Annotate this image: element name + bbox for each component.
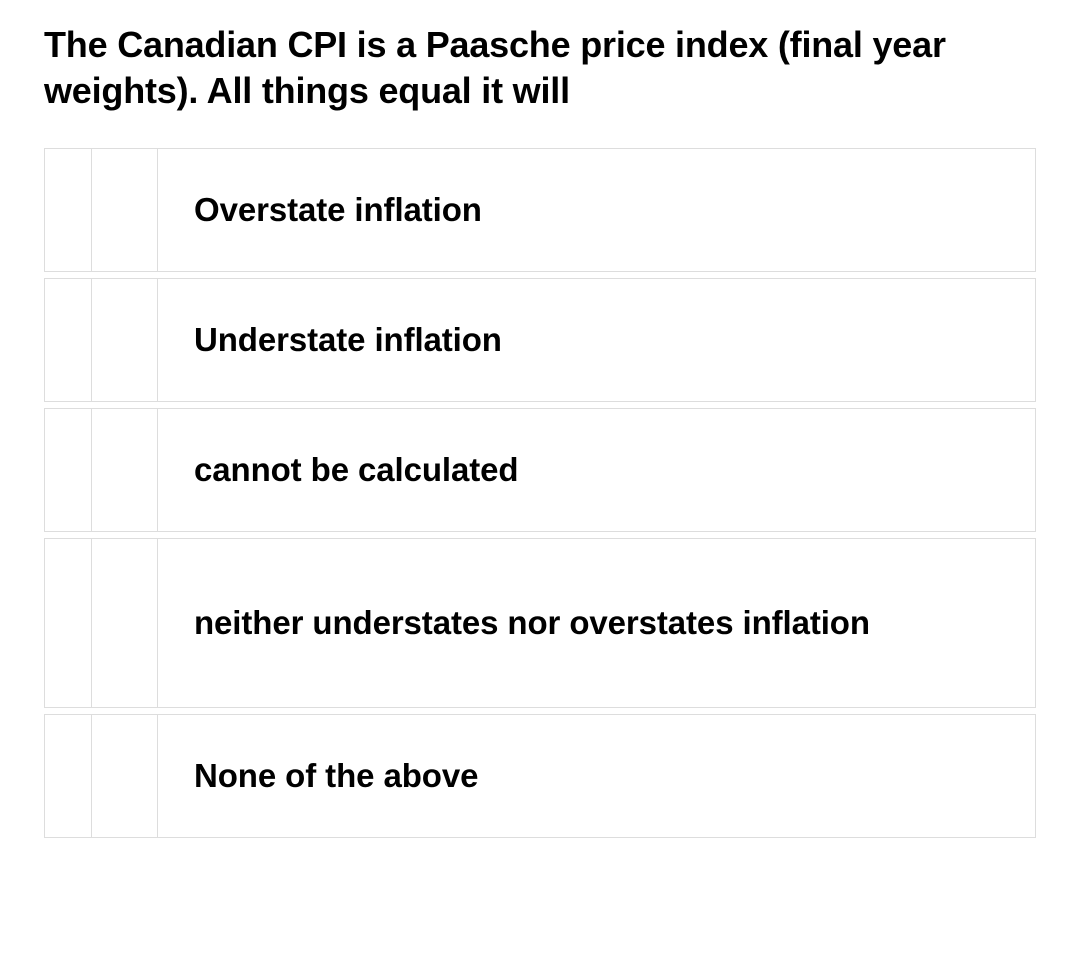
option-radio-cell[interactable]: [92, 148, 158, 272]
option-radio-cell[interactable]: [92, 408, 158, 532]
question-stem: The Canadian CPI is a Paasche price inde…: [44, 22, 1036, 114]
drag-handle[interactable]: [44, 148, 92, 272]
option-text-cell: cannot be calculated: [158, 408, 1036, 532]
option-radio-cell[interactable]: [92, 714, 158, 838]
answer-option[interactable]: None of the above: [44, 714, 1036, 838]
option-label: cannot be calculated: [194, 448, 518, 493]
answer-option[interactable]: Overstate inflation: [44, 148, 1036, 272]
question-block: The Canadian CPI is a Paasche price inde…: [0, 0, 1080, 838]
option-radio-cell[interactable]: [92, 538, 158, 708]
drag-handle[interactable]: [44, 714, 92, 838]
option-text-cell: Understate inflation: [158, 278, 1036, 402]
drag-handle[interactable]: [44, 408, 92, 532]
option-text-cell: neither understates nor overstates infla…: [158, 538, 1036, 708]
option-text-cell: None of the above: [158, 714, 1036, 838]
answer-option[interactable]: cannot be calculated: [44, 408, 1036, 532]
option-label: neither understates nor overstates infla…: [194, 601, 870, 646]
drag-handle[interactable]: [44, 538, 92, 708]
option-label: Understate inflation: [194, 318, 502, 363]
option-label: Overstate inflation: [194, 188, 482, 233]
option-text-cell: Overstate inflation: [158, 148, 1036, 272]
option-radio-cell[interactable]: [92, 278, 158, 402]
drag-handle[interactable]: [44, 278, 92, 402]
answer-option[interactable]: Understate inflation: [44, 278, 1036, 402]
answer-option[interactable]: neither understates nor overstates infla…: [44, 538, 1036, 708]
answer-options-list: Overstate inflation Understate inflation…: [44, 148, 1036, 838]
option-label: None of the above: [194, 754, 478, 799]
